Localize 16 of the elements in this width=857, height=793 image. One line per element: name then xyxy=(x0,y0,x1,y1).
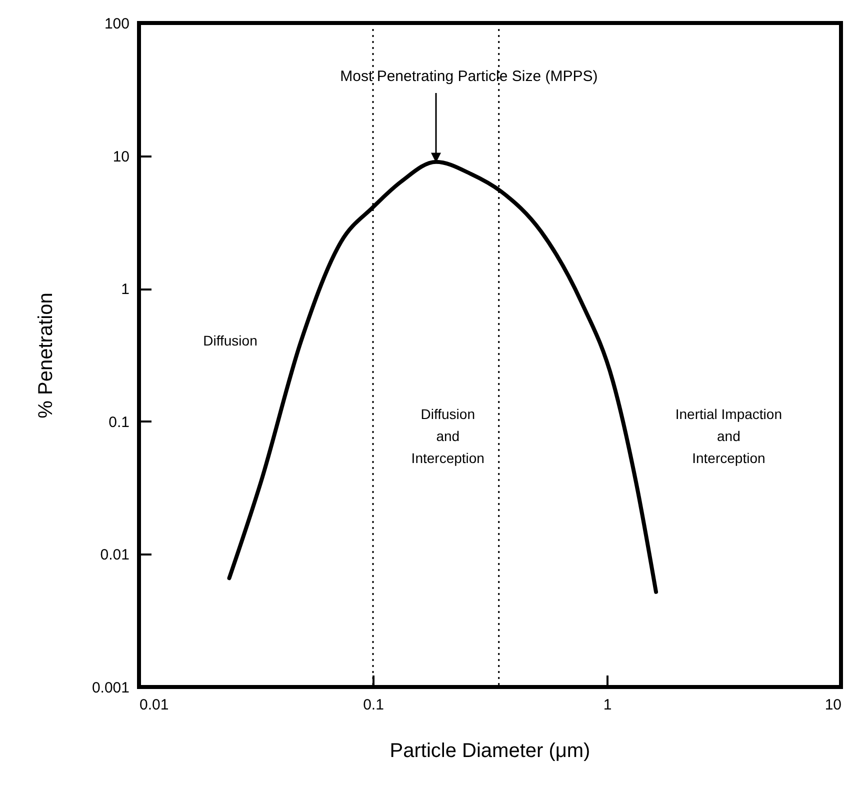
annotation: Diffusion and Interception xyxy=(411,406,484,466)
annotation: Diffusion xyxy=(203,332,258,349)
x-axis-title: Particle Diameter (μm) xyxy=(390,740,590,762)
y-tick-label: 1 xyxy=(121,281,130,298)
y-tick-label: 0.1 xyxy=(108,414,130,431)
x-tick-label: 10 xyxy=(824,696,842,714)
x-tick-label: 0.01 xyxy=(140,696,169,714)
annotation: Inertial Impaction and Interception xyxy=(675,406,782,466)
y-tick-label: 100 xyxy=(104,16,130,32)
y-tick-label: 0.01 xyxy=(100,546,130,564)
y-axis-title: % Penetration xyxy=(34,292,57,418)
x-tick-label: 1 xyxy=(603,696,612,714)
x-tick-label: 0.1 xyxy=(363,696,384,714)
y-tick-label: 10 xyxy=(112,148,130,166)
annotation: Most Penetrating Particle Size (MPPS) xyxy=(340,68,598,86)
y-tick-label: 0.001 xyxy=(92,680,130,696)
